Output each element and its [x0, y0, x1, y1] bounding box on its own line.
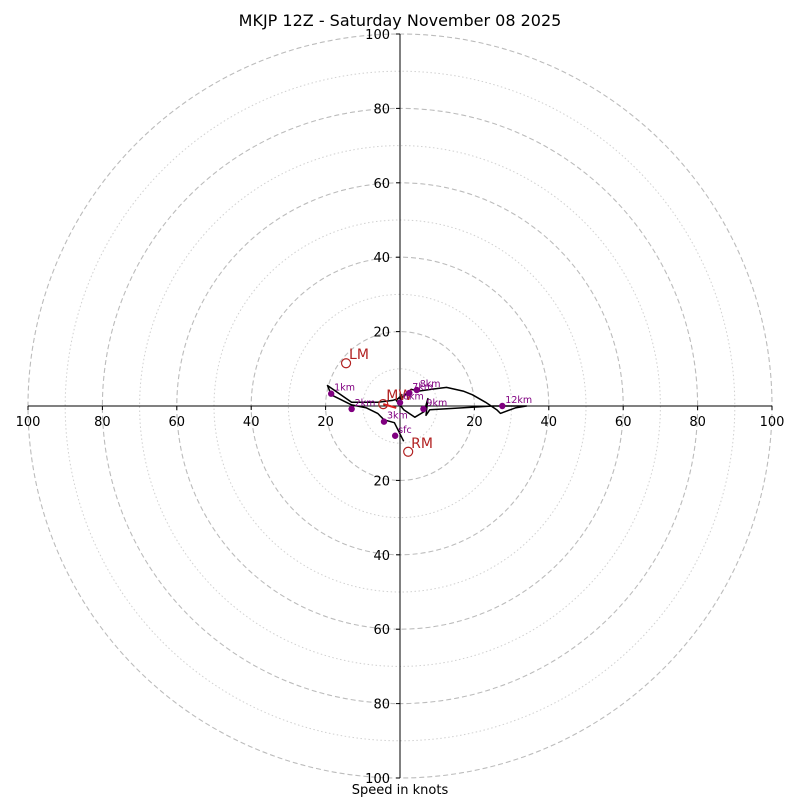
height-marker-2km	[348, 405, 355, 413]
y-tick-label: 100	[365, 772, 390, 787]
x-tick-label: 40	[541, 415, 558, 430]
storm-motion-marker-lm	[340, 358, 352, 369]
x-tick-label: 80	[689, 415, 706, 430]
y-tick-label: 100	[365, 28, 390, 43]
x-tick-label: 40	[243, 415, 260, 430]
y-tick-label: 60	[373, 623, 390, 638]
storm-motion-label-mw: MW	[386, 388, 412, 404]
height-marker-3km	[380, 418, 388, 425]
y-tick-label: 20	[373, 326, 390, 341]
height-label-sfc: sfc	[398, 425, 412, 436]
y-tick-label: 20	[373, 474, 390, 489]
height-label-7km: 7km	[412, 382, 433, 393]
x-tick-label: 100	[760, 415, 785, 430]
y-tick-label: 60	[373, 177, 390, 192]
x-tick-label: 20	[466, 415, 483, 430]
height-label-9km: 9km	[426, 398, 447, 409]
hodograph-trace	[326, 384, 528, 442]
x-tick-label: 60	[169, 415, 186, 430]
height-label-2km: 2km	[355, 398, 376, 409]
height-marker-1km	[327, 390, 335, 397]
x-tick-label: 80	[94, 415, 111, 430]
height-label-1km: 1km	[334, 383, 355, 394]
storm-motion-label-rm: RM	[411, 436, 433, 452]
height-marker-8km	[413, 386, 420, 394]
y-tick-label: 40	[373, 549, 390, 564]
height-marker-12km	[499, 402, 506, 410]
height-marker-9km	[420, 405, 427, 413]
height-marker-7km	[406, 389, 413, 397]
height-label-8km: 8km	[420, 379, 441, 390]
x-axis-label: Speed in knots	[351, 783, 449, 798]
height-label-12km: 12km	[505, 395, 532, 406]
y-tick-label: 80	[373, 698, 390, 713]
chart-title: MKJP 12Z - Saturday November 08 2025	[238, 11, 562, 30]
x-tick-label: 60	[615, 415, 632, 430]
storm-motion-label-lm: LM	[349, 347, 369, 363]
x-tick-label: 100	[16, 415, 41, 430]
height-marker-sfc	[391, 432, 399, 439]
mean-wind-arrow	[382, 403, 397, 409]
y-tick-label: 80	[373, 102, 390, 117]
storm-motion-marker-rm	[403, 446, 414, 457]
storm-motion-marker-mw	[378, 399, 389, 410]
height-label-3km: 3km	[387, 411, 408, 422]
height-marker-6km	[396, 399, 404, 406]
height-label-6km: 6km	[403, 392, 424, 403]
x-tick-label: 20	[317, 415, 334, 430]
y-tick-label: 40	[373, 251, 390, 266]
